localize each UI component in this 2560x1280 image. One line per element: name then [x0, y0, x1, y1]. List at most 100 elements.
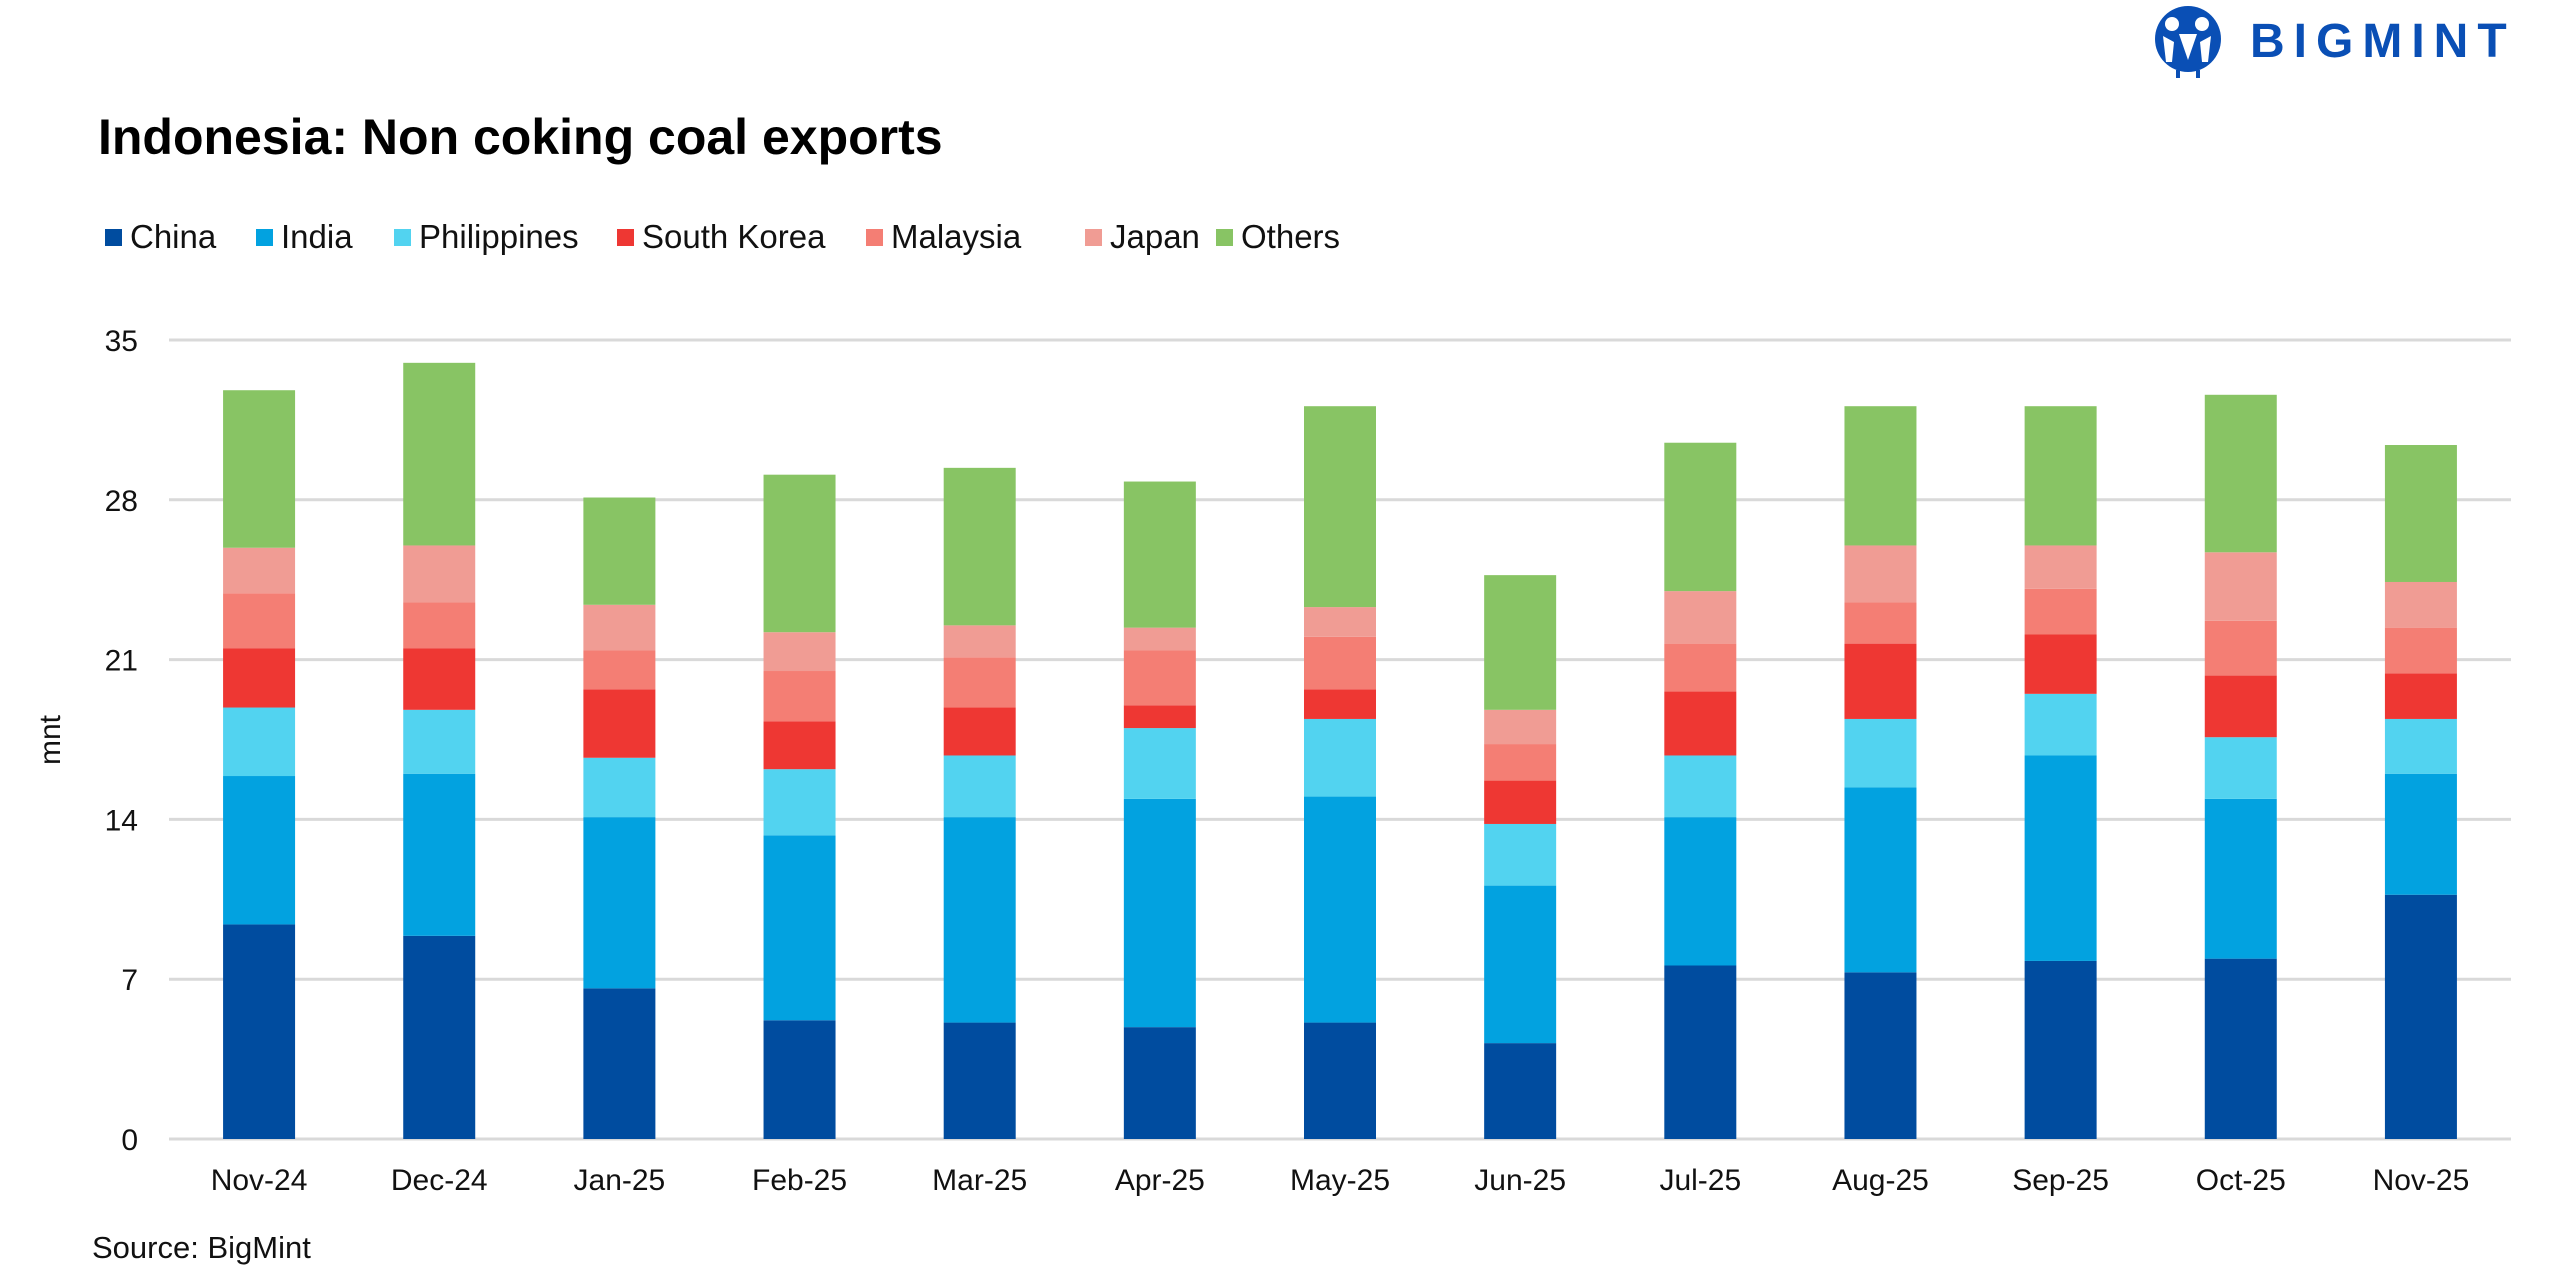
- x-tick-label: Jul-25: [1659, 1164, 1741, 1197]
- bar-segment-japan: [223, 547, 296, 594]
- bar-segment-philippines: [1664, 755, 1737, 818]
- bar-segment-philippines: [583, 757, 656, 818]
- x-tick-label: Sep-25: [2012, 1164, 2109, 1197]
- bar-segment-china: [2024, 960, 2097, 1139]
- x-tick-label: Jan-25: [574, 1164, 666, 1197]
- y-tick-label: 35: [105, 325, 138, 358]
- bar-segment-japan: [1304, 607, 1376, 637]
- bar-segment-malaysia: [2024, 588, 2097, 635]
- x-tick-label: Nov-25: [2373, 1164, 2470, 1197]
- bar-segment-japan: [763, 632, 836, 672]
- bar-segment-philippines: [2204, 737, 2277, 799]
- bar-segment-china: [2384, 894, 2457, 1139]
- bar-segment-south-korea: [223, 648, 296, 708]
- bar-segment-india: [1664, 817, 1737, 966]
- legend-item: China: [105, 218, 216, 256]
- y-axis-label: mnt: [34, 714, 67, 765]
- bar-segment-japan: [2204, 552, 2277, 621]
- bar-segment-china: [223, 924, 296, 1139]
- bar-segment-others: [403, 362, 476, 546]
- stacked-bar-chart: 0 7 14 21 28 35 mnt Nov-24 Dec-24 Jan-25 Feb-25 Mar…: [34, 325, 2511, 1197]
- bar-segment-others: [943, 467, 1016, 626]
- bar-segment-others: [2384, 445, 2457, 582]
- bar-segment-china: [2204, 958, 2277, 1139]
- bar-segment-malaysia: [1484, 744, 1557, 781]
- bar-segment-japan: [1844, 545, 1917, 603]
- y-tick-label: 14: [105, 804, 138, 837]
- bar-segment-japan: [2024, 545, 2097, 589]
- bar-segment-others: [1304, 406, 1376, 608]
- legend-swatch: [105, 228, 122, 246]
- bar-segment-india: [403, 773, 476, 936]
- x-tick-label: May-25: [1290, 1164, 1390, 1197]
- bar-segment-philippines: [943, 755, 1016, 818]
- legend-item: South Korea: [617, 218, 825, 256]
- legend-label: China: [130, 218, 217, 255]
- x-tick-label: Nov-24: [211, 1164, 308, 1197]
- bar-segment-india: [583, 817, 656, 989]
- bar-segment-japan: [943, 625, 1016, 658]
- bar-segment-philippines: [2384, 718, 2457, 774]
- bar-segment-south-korea: [1123, 705, 1196, 729]
- legend: China India Philippines South Korea Malaysia…: [0, 218, 1500, 262]
- bar-segment-china: [1304, 1022, 1376, 1139]
- legend-label: Others: [1241, 218, 1341, 255]
- bar-segment-india: [1844, 787, 1917, 973]
- legend-swatch: [617, 228, 634, 246]
- legend-label: India: [281, 218, 353, 255]
- y-tick-label: 0: [121, 1124, 138, 1157]
- bar-segment-others: [223, 390, 296, 548]
- bar-segment-philippines: [1123, 728, 1196, 799]
- bar-segment-malaysia: [583, 650, 656, 690]
- x-tick-label: Oct-25: [2196, 1164, 2286, 1197]
- x-tick-label: Dec-24: [391, 1164, 488, 1197]
- bar-segment-south-korea: [2204, 675, 2277, 738]
- legend-label: Malaysia: [891, 218, 1022, 255]
- bar-segment-south-korea: [2024, 634, 2097, 694]
- bar-segment-malaysia: [1664, 643, 1737, 692]
- source-note: Source: BigMint: [92, 1230, 311, 1265]
- bar-segment-others: [1664, 442, 1737, 592]
- bar-segment-china: [403, 935, 476, 1139]
- bar-segment-japan: [403, 545, 476, 603]
- bar-segment-south-korea: [1664, 691, 1737, 756]
- x-tick-label: Jun-25: [1474, 1164, 1566, 1197]
- bar-segment-malaysia: [763, 671, 836, 722]
- bar-segment-india: [763, 835, 836, 1021]
- bar-segment-china: [1484, 1043, 1557, 1139]
- bar-segment-india: [2024, 755, 2097, 961]
- bar-segment-south-korea: [763, 721, 836, 770]
- bar-segment-china: [763, 1020, 836, 1139]
- legend-item: Malaysia: [866, 218, 1021, 256]
- bar-segment-others: [763, 474, 836, 633]
- bar-segment-india: [943, 817, 1016, 1023]
- bar-segment-philippines: [1844, 718, 1917, 788]
- y-tick-label: 7: [121, 964, 138, 997]
- bar-segment-japan: [583, 604, 656, 651]
- bigmint-logo: BIGMINT: [2152, 4, 2516, 78]
- legend-item: Philippines: [394, 218, 579, 256]
- bar-segment-india: [1484, 885, 1557, 1044]
- bar-segment-malaysia: [2204, 620, 2277, 676]
- y-tick-label: 21: [105, 645, 138, 678]
- legend-item: India: [256, 218, 353, 256]
- legend-swatch: [1085, 228, 1102, 246]
- bar-segment-malaysia: [1304, 636, 1376, 690]
- bar-segment-philippines: [2024, 693, 2097, 756]
- legend-swatch: [866, 228, 883, 246]
- bigmint-logo-icon: [2155, 6, 2221, 78]
- chart-title: Indonesia: Non coking coal exports: [98, 109, 943, 165]
- bar-segment-china: [583, 988, 656, 1139]
- legend-swatch: [1216, 228, 1233, 246]
- legend-label: South Korea: [642, 218, 826, 255]
- x-tick-label: Apr-25: [1115, 1164, 1205, 1197]
- bar-segment-malaysia: [1123, 650, 1196, 706]
- bar-segment-philippines: [1304, 718, 1376, 797]
- bar-segment-india: [223, 776, 296, 925]
- x-tick-label: Aug-25: [1832, 1164, 1929, 1197]
- bar-segment-south-korea: [943, 707, 1016, 756]
- bar-segment-south-korea: [2384, 673, 2457, 719]
- bar-segment-south-korea: [1304, 689, 1376, 719]
- bar-segment-india: [2204, 798, 2277, 959]
- bar-segment-others: [2204, 394, 2277, 553]
